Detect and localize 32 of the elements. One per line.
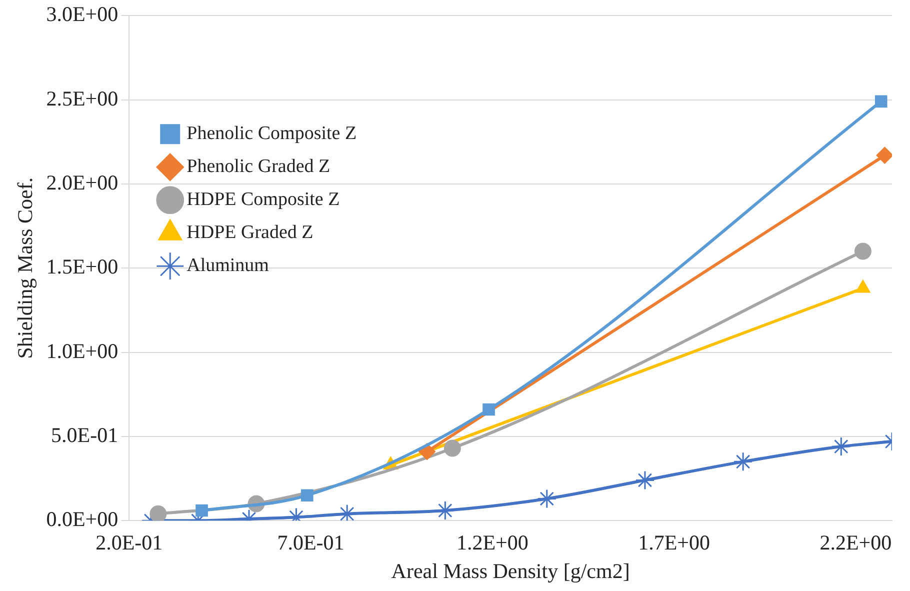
point [537,488,557,508]
point [196,504,208,517]
point [635,470,655,490]
y-tick-label: 0.0E+00 [46,507,118,532]
x-tick-label: 2.0E-01 [96,530,163,555]
point [482,403,495,416]
y-tick-label: 1.0E+00 [46,338,118,363]
x-axis-title: Areal Mass Density [g/cm2] [391,558,630,583]
point [854,242,872,260]
legend-label: Aluminum [186,255,270,276]
legend-label: Phenolic Graded Z [186,156,330,178]
y-tick-label: 2.0E+00 [46,170,118,194]
x-tick-label: 1.2E+00 [456,530,528,555]
legend-label: HDPE Composite Z [186,189,340,210]
point [150,505,167,521]
point [831,436,851,456]
x-tick-label: 2.2E+00 [820,530,892,555]
legend-label: HDPE Graded Z [186,222,314,244]
y-tick-label: 3.0E+00 [46,2,118,26]
point [444,440,461,457]
point [435,500,455,520]
y-axis-title: Shielding Mass Coef. [13,177,38,359]
y-tick-label: 2.5E+00 [46,86,118,110]
point [300,489,314,502]
point [876,146,892,164]
x-tick-label: 7.0E-01 [277,530,344,555]
y-tick-label: 1.5E+00 [46,254,118,279]
point [733,452,753,472]
legend-label: Phenolic Composite Z [186,123,357,144]
point [874,95,888,108]
y-tick-label: 5.0E-01 [51,422,118,447]
x-tick-label: 1.7E+00 [638,530,710,555]
